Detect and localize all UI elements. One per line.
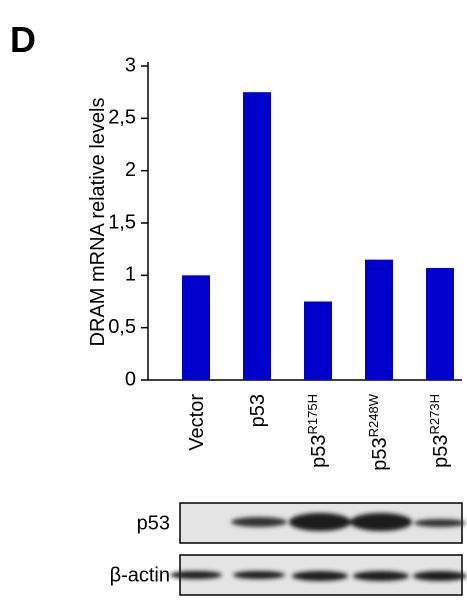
category-name: p53 [369,437,391,470]
figure: D DRAM mRNA relative levels p53 β-actin … [0,0,467,602]
y-tick-label: 2,5 [108,107,136,129]
y-tick-label: 0,5 [108,316,136,338]
bar [365,260,393,380]
category-superscript: R248W [366,393,381,437]
panel-label: D [10,19,36,60]
blot-panel [170,503,467,595]
bar [243,92,271,380]
bar [426,268,454,380]
x-tick-label: p53 [247,394,269,427]
blot-row-label: β-actin [110,564,170,586]
y-tick-label: 3 [125,54,136,76]
bar [304,302,332,381]
y-axis-label: DRAM mRNA relative levels [87,98,109,347]
bar [182,275,210,380]
y-tick-label: 1 [125,264,136,286]
category-superscript: R273H [427,394,442,434]
x-tick-label: p53R248W [366,393,391,470]
x-tick-label: p53R273H [427,394,452,468]
y-tick-label: 2 [125,159,136,181]
category-name: p53 [308,434,330,467]
y-tick-label: 1,5 [108,211,136,233]
x-tick-label: Vector [186,394,208,451]
y-tick-label: 0 [125,368,136,390]
x-tick-label: p53R175H [305,394,330,468]
category-name: p53 [430,434,452,467]
category-superscript: R175H [305,394,320,434]
category-name: p53 [247,394,269,427]
category-name: Vector [186,394,208,451]
blot-row-label: p53 [137,512,170,534]
